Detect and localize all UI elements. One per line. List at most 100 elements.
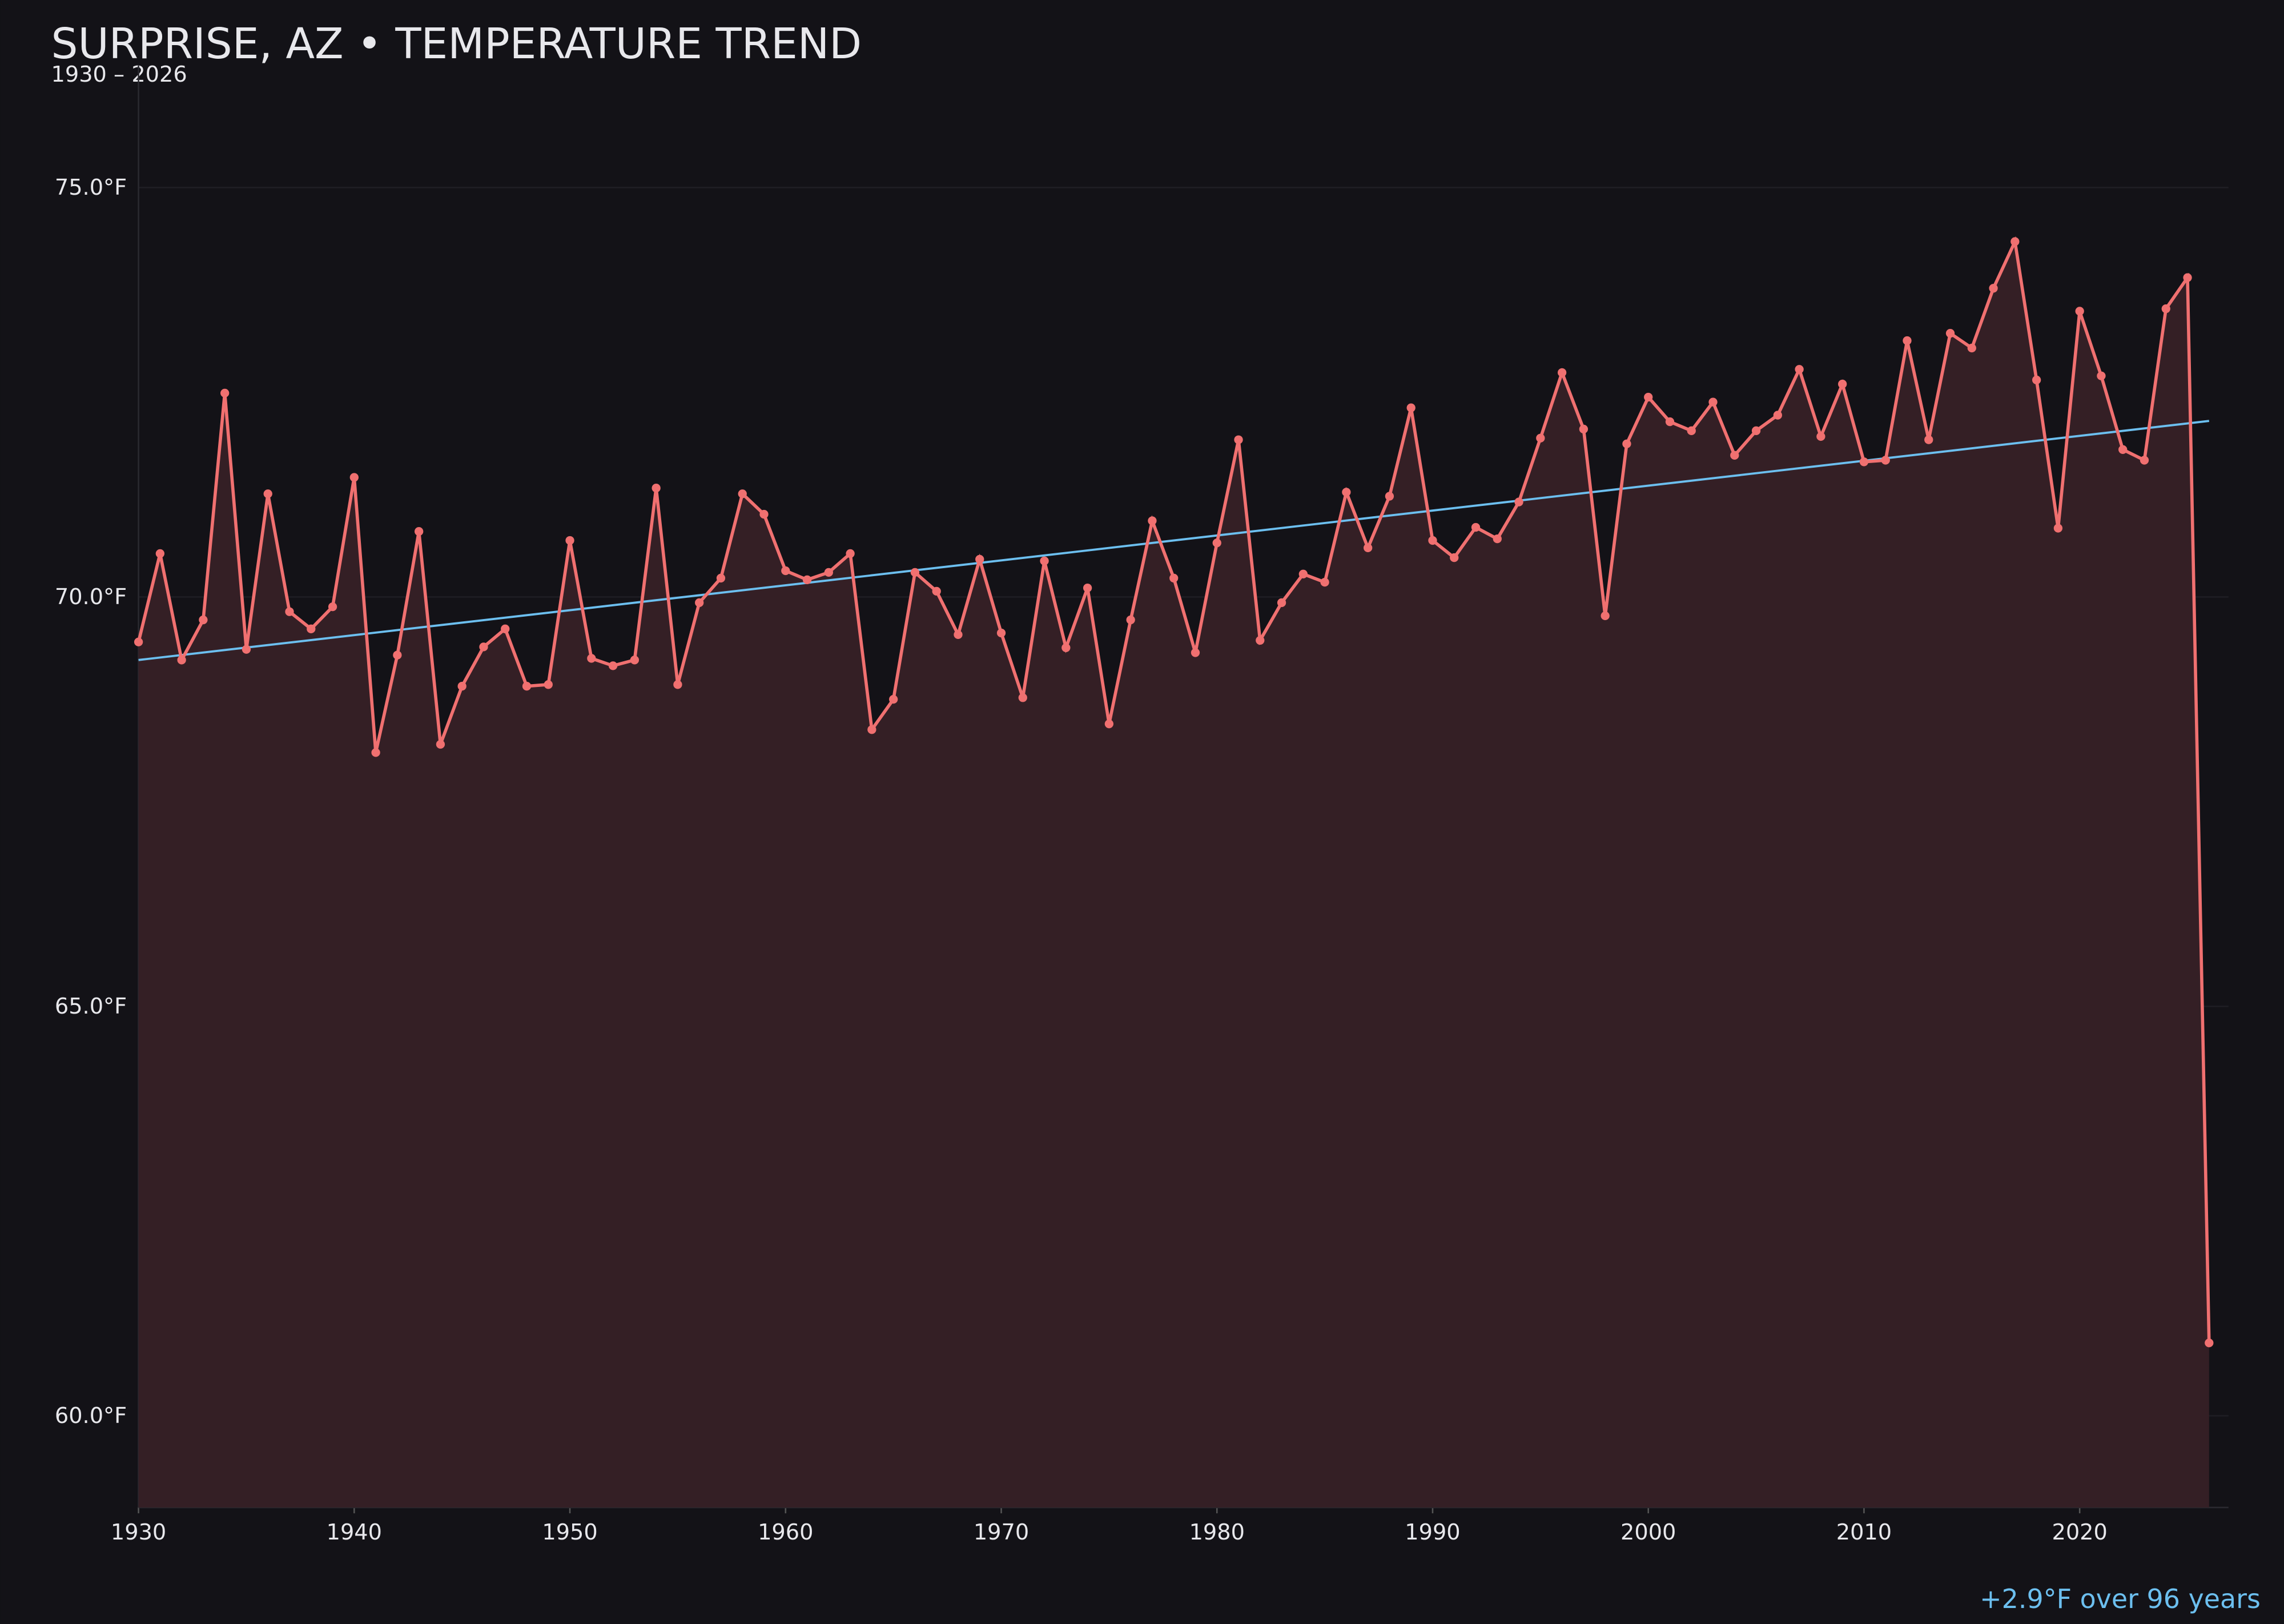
data-point: [328, 602, 337, 612]
x-tick-label: 1980: [1189, 1520, 1245, 1545]
y-tick-label: 65.0°F: [55, 994, 127, 1019]
data-point: [1493, 534, 1502, 544]
data-point: [1234, 435, 1243, 444]
data-point: [1169, 573, 1179, 583]
data-point: [910, 568, 920, 577]
data-point: [1967, 343, 1976, 353]
data-point: [2205, 1338, 2214, 1348]
data-point: [349, 473, 359, 482]
x-tick-label: 1970: [974, 1520, 1029, 1545]
x-tick-label: 1960: [758, 1520, 813, 1545]
data-point: [802, 575, 812, 584]
data-point: [1536, 433, 1545, 443]
data-point: [371, 748, 380, 757]
data-point: [630, 656, 640, 665]
data-point: [1859, 457, 1869, 467]
data-point: [1838, 379, 1847, 389]
data-point: [1212, 538, 1221, 548]
data-point: [1040, 556, 1049, 565]
data-point: [2161, 304, 2170, 313]
data-point: [2140, 456, 2149, 465]
data-point: [1126, 615, 1135, 625]
y-tick-label: 75.0°F: [55, 175, 127, 200]
data-point: [393, 650, 402, 660]
data-point: [587, 654, 596, 663]
y-tick-label: 60.0°F: [55, 1403, 127, 1429]
data-point: [1816, 432, 1825, 441]
data-point: [1191, 648, 1200, 657]
data-point: [932, 586, 941, 596]
data-point: [1471, 522, 1481, 532]
data-point: [1342, 488, 1351, 497]
data-point: [242, 645, 251, 654]
data-point: [759, 509, 769, 519]
data-point: [888, 694, 898, 704]
data-point: [1148, 516, 1157, 525]
data-point: [1514, 497, 1523, 507]
data-point: [1018, 693, 1027, 702]
data-point: [414, 527, 424, 536]
data-point: [1903, 336, 1912, 345]
data-point: [1665, 417, 1675, 427]
area-fill: [138, 242, 2209, 1508]
chart-title: SURPRISE, AZ • TEMPERATURE TREND: [51, 19, 862, 69]
data-point: [285, 607, 294, 616]
data-point: [544, 680, 553, 689]
data-point: [673, 680, 682, 689]
data-point: [1601, 611, 1610, 621]
data-point: [695, 598, 704, 608]
x-tick-label: 2010: [1836, 1520, 1892, 1545]
x-tick-label: 1940: [327, 1520, 382, 1545]
data-point: [1579, 424, 1589, 434]
data-point: [1428, 536, 1437, 545]
data-point: [501, 624, 510, 633]
trend-annotation: +2.9°F over 96 years: [1980, 1583, 2261, 1614]
data-point: [1924, 435, 1933, 444]
data-point: [1385, 492, 1394, 501]
x-tick-label: 1950: [542, 1520, 597, 1545]
data-point: [2053, 524, 2063, 533]
data-point: [1795, 365, 1804, 374]
data-point: [307, 624, 316, 633]
data-point: [2183, 273, 2192, 282]
data-point: [2032, 375, 2041, 385]
data-point: [1298, 569, 1308, 578]
data-point: [1450, 553, 1459, 562]
data-point: [1730, 451, 1739, 460]
data-point: [522, 682, 532, 691]
data-point: [1061, 643, 1071, 652]
chart-subtitle: 1930 – 2026: [51, 62, 187, 87]
data-point: [1644, 392, 1653, 402]
data-point: [716, 573, 726, 583]
x-tick-label: 2020: [2052, 1520, 2107, 1545]
y-tick-label: 70.0°F: [55, 584, 127, 610]
x-tick-label: 1990: [1405, 1520, 1460, 1545]
data-point: [824, 568, 833, 577]
data-point: [479, 642, 488, 652]
data-point: [155, 549, 165, 558]
data-point: [954, 630, 963, 640]
data-point: [975, 554, 984, 564]
data-point: [457, 682, 467, 691]
data-point: [2010, 237, 2020, 246]
data-point: [1277, 598, 1286, 608]
data-point: [1881, 456, 1890, 465]
data-point: [1104, 719, 1114, 729]
data-point: [608, 661, 618, 670]
data-point: [1406, 403, 1416, 412]
data-point: [781, 566, 790, 576]
data-point: [867, 725, 876, 734]
data-point: [1320, 577, 1329, 587]
data-point: [1557, 368, 1567, 377]
data-point: [2075, 307, 2084, 316]
data-point: [565, 536, 574, 545]
data-point: [263, 489, 272, 499]
data-point: [436, 739, 445, 749]
data-point: [1364, 543, 1373, 553]
data-point: [1687, 426, 1696, 435]
x-tick-label: 2000: [1620, 1520, 1676, 1545]
data-point: [1083, 583, 1092, 593]
data-point: [1945, 329, 1955, 338]
data-point: [134, 637, 143, 646]
